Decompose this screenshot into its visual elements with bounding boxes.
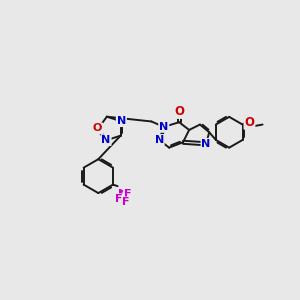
- Text: N: N: [154, 135, 164, 145]
- Text: F: F: [122, 197, 130, 207]
- Text: F: F: [115, 194, 122, 204]
- Text: N: N: [101, 135, 111, 145]
- Text: F: F: [124, 189, 131, 199]
- Text: N: N: [159, 122, 168, 132]
- Text: N: N: [202, 139, 211, 149]
- Text: O: O: [244, 116, 254, 129]
- Text: O: O: [174, 105, 184, 118]
- Text: N: N: [117, 116, 126, 126]
- Text: O: O: [93, 123, 102, 134]
